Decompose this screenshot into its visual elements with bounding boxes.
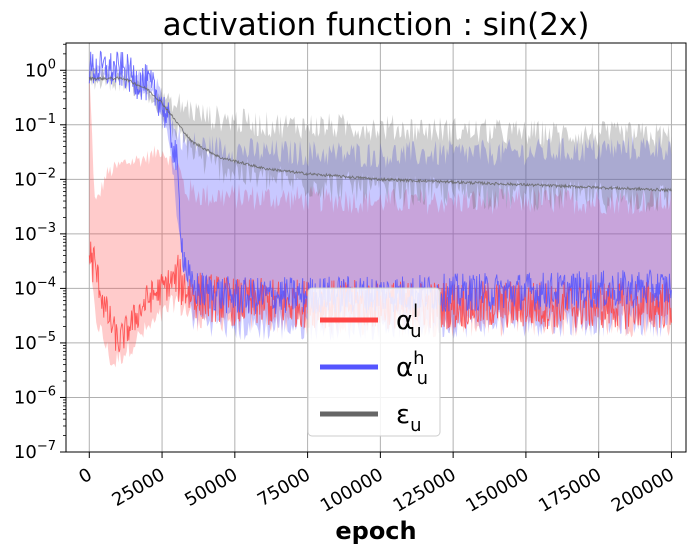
x-axis: 0 25000 50000 75000 100000 125000 150000 175000… [75, 452, 678, 517]
chart-title: activation function : sin(2x) [163, 7, 590, 43]
band-epsilon-u [89, 68, 672, 214]
x-tick-label-7: 175000 [535, 464, 605, 517]
y-tick-label-4: 10−4 [14, 275, 56, 299]
x-tick-label-1: 25000 [108, 464, 168, 511]
plot-frame [65, 42, 687, 453]
x-tick-label-6: 150000 [462, 464, 532, 517]
y-tick-label-2: 10−2 [14, 166, 56, 190]
line-alpha-u^h [88, 50, 672, 315]
legend-label-alpha-u^h: αh u [396, 348, 428, 389]
x-tick-label-5: 125000 [390, 464, 460, 517]
band-alpha-u^h [89, 60, 672, 342]
legend: αl u αh u εu [307, 287, 441, 437]
y-tick-label-7: 10−7 [14, 439, 56, 463]
y-tick-label-6: 10−6 [14, 384, 56, 408]
legend-box [307, 287, 441, 437]
x-tick-label-2: 50000 [181, 464, 241, 511]
legend-label-alpha-u^l: αl u [396, 301, 422, 342]
y-tick-label-5: 10−5 [14, 330, 56, 354]
y-tick-label-3: 10−3 [14, 221, 56, 245]
legend-label-epsilon-u: εu [396, 400, 421, 436]
y-tick-label-0: 100 [25, 57, 56, 81]
y-axis: 100 10−1 10−2 10−3 10−4 10−5 10−6 10−7 [14, 43, 66, 463]
x-tick-label-3: 75000 [254, 464, 314, 511]
x-tick-label-4: 100000 [317, 464, 387, 517]
y-tick-label-1: 10−1 [14, 112, 56, 136]
x-tick-label-8: 200000 [608, 464, 678, 517]
x-tick-label-0: 0 [75, 464, 95, 488]
line-epsilon-u [88, 75, 672, 193]
x-axis-label: epoch [335, 517, 416, 545]
